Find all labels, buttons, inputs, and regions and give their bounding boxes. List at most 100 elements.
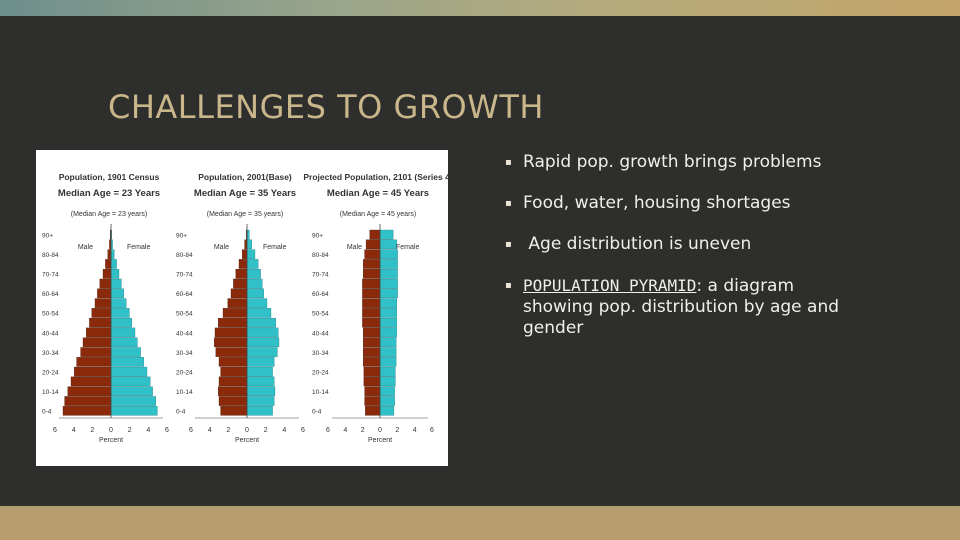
bullet-marker: ▪ xyxy=(505,157,512,168)
age-tick-label: 20-24 xyxy=(312,369,329,376)
age-tick-label: 50-54 xyxy=(42,311,59,318)
female-bar xyxy=(110,278,122,289)
female-bar xyxy=(379,259,398,269)
age-tick-label: 60-64 xyxy=(42,291,59,298)
slide-title: CHALLENGES TO GROWTH xyxy=(108,88,544,126)
female-bar xyxy=(379,269,398,279)
male-bar xyxy=(369,229,381,240)
female-bar xyxy=(246,396,275,406)
age-tick-label: 10-14 xyxy=(176,389,193,396)
bottom-decor-band xyxy=(0,506,960,540)
female-bar xyxy=(246,288,264,299)
female-bar xyxy=(246,347,278,357)
female-bar xyxy=(110,269,120,279)
male-bar xyxy=(220,366,248,377)
bullet-marker: ▪ xyxy=(505,280,512,291)
male-bar xyxy=(99,278,112,289)
x-tick-label: 0 xyxy=(378,427,382,434)
age-tick-label: 0-4 xyxy=(42,409,52,416)
female-bar xyxy=(110,327,136,338)
male-bar xyxy=(218,396,248,406)
age-tick-label: 10-14 xyxy=(312,389,329,396)
pyramid-median-note: (Median Age = 23 years) xyxy=(71,211,147,218)
female-bar xyxy=(110,337,138,348)
male-bar xyxy=(363,376,381,387)
female-bar xyxy=(246,337,280,348)
male-bar xyxy=(364,386,381,396)
male-bar xyxy=(363,366,381,377)
female-bar xyxy=(379,406,395,416)
male-bar xyxy=(362,327,381,338)
bullet-text: Rapid pop. growth brings problems xyxy=(523,152,822,172)
age-tick-label: 20-24 xyxy=(42,369,59,376)
bullet-marker: ▪ xyxy=(505,239,512,250)
pyramid-title: Population, 2001(Base) xyxy=(198,172,292,182)
female-bar xyxy=(246,317,276,328)
female-bar xyxy=(379,347,397,357)
male-bar xyxy=(218,317,248,328)
age-tick-label: 10-14 xyxy=(42,389,59,396)
age-tick-label: 40-44 xyxy=(42,330,59,337)
male-bar xyxy=(238,259,248,269)
male-bar xyxy=(214,327,248,338)
bullet-item: ▪ Rapid pop. growth brings problems xyxy=(505,152,850,173)
male-bar xyxy=(218,376,248,387)
male-bar xyxy=(362,357,381,367)
x-tick-label: 4 xyxy=(282,427,286,434)
x-tick-label: 6 xyxy=(326,427,330,434)
female-bar xyxy=(379,396,395,406)
female-bar xyxy=(110,298,127,308)
female-bar xyxy=(110,357,144,367)
male-bar xyxy=(364,396,381,406)
age-tick-label: 70-74 xyxy=(312,272,329,279)
male-bar xyxy=(362,269,381,279)
pyramid-median-note: (Median Age = 35 years) xyxy=(207,211,283,218)
male-bar xyxy=(362,298,381,308)
age-tick-label: 30-34 xyxy=(42,350,59,357)
female-bar xyxy=(246,376,275,387)
age-tick-label: 30-34 xyxy=(312,350,329,357)
x-tick-label: 4 xyxy=(146,427,150,434)
female-bar xyxy=(379,278,398,289)
male-bar xyxy=(107,249,112,259)
pyramid-subtitle: Median Age = 45 Years xyxy=(327,188,429,199)
female-bar xyxy=(110,308,130,318)
male-bar xyxy=(242,249,248,259)
age-tick-label: 90+ xyxy=(312,232,323,239)
male-label: Male xyxy=(347,244,362,251)
male-bar xyxy=(218,386,248,396)
female-bar xyxy=(110,386,153,396)
pyramid-subtitle: Median Age = 35 Years xyxy=(194,188,296,199)
male-bar xyxy=(362,308,381,318)
bullet-text: : a diagram showing pop. distribution by… xyxy=(523,276,840,338)
female-bar xyxy=(246,298,268,308)
x-tick-label: 2 xyxy=(395,427,399,434)
female-bar xyxy=(246,327,279,338)
age-tick-label: 0-4 xyxy=(312,409,322,416)
male-bar xyxy=(222,308,248,318)
female-bar xyxy=(246,249,256,259)
female-bar xyxy=(246,278,263,289)
age-tick-label: 40-44 xyxy=(312,330,329,337)
x-tick-label: 0 xyxy=(109,427,113,434)
female-bar xyxy=(246,357,275,367)
x-tick-label: 4 xyxy=(343,427,347,434)
female-bar xyxy=(110,376,151,387)
female-bar xyxy=(379,386,395,396)
male-bar xyxy=(365,406,381,416)
female-bar xyxy=(379,357,397,367)
age-tick-label: 50-54 xyxy=(176,311,193,318)
population-pyramids-figure: Population, 1901 Census Median Age = 23 Y… xyxy=(36,150,448,466)
x-axis-label: Percent xyxy=(368,437,392,444)
male-bar xyxy=(235,269,248,279)
age-tick-label: 70-74 xyxy=(42,272,59,279)
age-tick-label: 80-84 xyxy=(42,252,59,259)
x-tick-label: 2 xyxy=(90,427,94,434)
female-bar xyxy=(110,317,132,328)
population-pyramids-svg: Population, 1901 Census Median Age = 23 Y… xyxy=(42,172,448,444)
female-label: Female xyxy=(263,244,286,251)
male-bar xyxy=(70,376,112,387)
male-bar xyxy=(105,259,112,269)
male-bar xyxy=(82,337,112,348)
male-bar xyxy=(102,269,112,279)
